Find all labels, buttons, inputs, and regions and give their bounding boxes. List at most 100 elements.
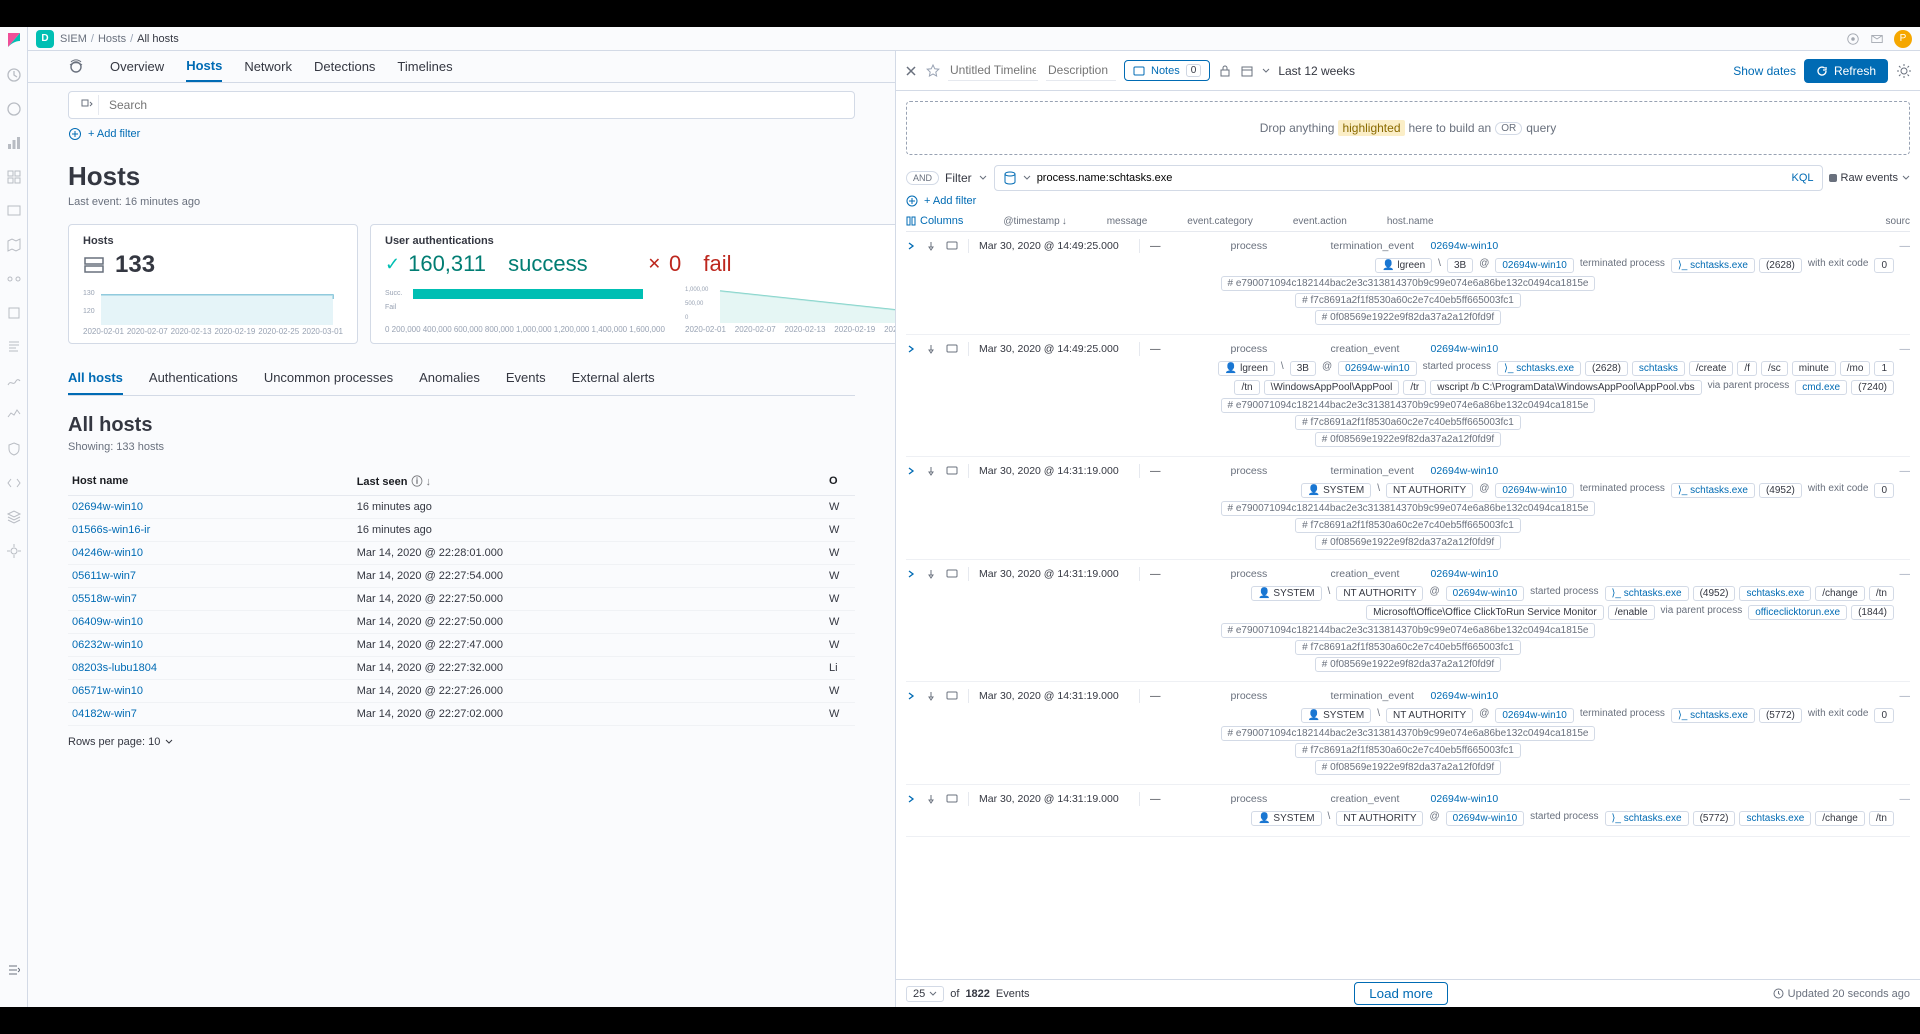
host-link[interactable]: 06571w-win10	[68, 680, 353, 703]
nav-maps-icon[interactable]	[6, 237, 22, 253]
nav-dev-icon[interactable]	[6, 475, 22, 491]
timeline-desc-input[interactable]	[1046, 60, 1116, 81]
breadcrumb-hosts[interactable]: Hosts	[98, 33, 126, 45]
expand-icon[interactable]	[906, 794, 916, 804]
event-pill[interactable]: ⟩_ schtasks.exe	[1605, 586, 1689, 601]
show-dates-link[interactable]: Show dates	[1733, 64, 1796, 78]
event-pill[interactable]: NT AUTHORITY	[1386, 708, 1473, 723]
event-pill[interactable]: 👤 SYSTEM	[1251, 811, 1321, 826]
expand-icon[interactable]	[906, 466, 916, 476]
event-host[interactable]: 02694w-win10	[1431, 240, 1521, 252]
hash-pill[interactable]: # e790071094c182144bac2e3c313814370b9c99…	[1221, 623, 1596, 638]
col-message[interactable]: message	[1107, 216, 1148, 227]
breadcrumb-siem[interactable]: SIEM	[60, 33, 87, 45]
hash-pill[interactable]: # 0f08569e1922e9f82da37a2a12f0fd9f	[1315, 760, 1501, 775]
event-pill[interactable]: 0	[1874, 708, 1894, 723]
host-link[interactable]: 05611w-win7	[68, 565, 353, 588]
pin-icon[interactable]	[926, 794, 936, 804]
subtab-all-hosts[interactable]: All hosts	[68, 362, 123, 395]
filter-label[interactable]: Filter	[945, 171, 972, 185]
expand-icon[interactable]	[906, 691, 916, 701]
event-pill[interactable]: ⟩_ schtasks.exe	[1671, 483, 1755, 498]
hash-pill[interactable]: # e790071094c182144bac2e3c313814370b9c99…	[1221, 501, 1596, 516]
nav-logs-icon[interactable]	[6, 339, 22, 355]
raw-events-toggle[interactable]: Raw events	[1829, 172, 1910, 184]
table-row[interactable]: 04246w-win10Mar 14, 2020 @ 22:28:01.000W	[68, 542, 855, 565]
host-link[interactable]: 04246w-win10	[68, 542, 353, 565]
col-hostname[interactable]: host.name	[1387, 216, 1434, 227]
event-host[interactable]: 02694w-win10	[1431, 568, 1521, 580]
event-pill[interactable]: 0	[1874, 258, 1894, 273]
col-timestamp[interactable]: @timestamp ↓	[1003, 216, 1066, 227]
event-pill[interactable]: Microsoft\Office\Office ClickToRun Servi…	[1366, 605, 1604, 620]
newsfeed-icon[interactable]	[1846, 32, 1860, 46]
note-icon[interactable]	[946, 240, 958, 252]
hash-pill[interactable]: # 0f08569e1922e9f82da37a2a12f0fd9f	[1315, 535, 1501, 550]
event-pill[interactable]: 👤 SYSTEM	[1301, 483, 1371, 498]
pin-icon[interactable]	[926, 691, 936, 701]
event-pill[interactable]: schtasks	[1632, 361, 1685, 376]
col-action[interactable]: event.action	[1293, 216, 1347, 227]
col-category[interactable]: event.category	[1187, 216, 1253, 227]
hash-pill[interactable]: # e790071094c182144bac2e3c313814370b9c99…	[1221, 276, 1596, 291]
table-row[interactable]: 06232w-win10Mar 14, 2020 @ 22:27:47.000W	[68, 634, 855, 657]
event-pill[interactable]: schtasks.exe	[1739, 586, 1811, 601]
event-pill[interactable]: 👤 lgreen	[1375, 258, 1432, 273]
event-pill[interactable]: \WindowsAppPool\AppPool	[1264, 380, 1400, 395]
filter-options-icon[interactable]	[68, 127, 82, 141]
host-link[interactable]: 06409w-win10	[68, 611, 353, 634]
hash-pill[interactable]: # f7c8691a2f1f8530a60c2e7c40eb5ff665003f…	[1295, 743, 1521, 758]
lock-icon[interactable]	[1218, 64, 1232, 78]
hash-pill[interactable]: # 0f08569e1922e9f82da37a2a12f0fd9f	[1315, 432, 1501, 447]
event-pill[interactable]: minute	[1792, 361, 1836, 376]
event-pill[interactable]: 02694w-win10	[1495, 258, 1574, 273]
event-pill[interactable]: wscript /b C:\ProgramData\WindowsAppPool…	[1430, 380, 1701, 395]
tab-network[interactable]: Network	[244, 52, 292, 81]
event-pill[interactable]: schtasks.exe	[1739, 811, 1811, 826]
nav-stack-icon[interactable]	[6, 509, 22, 525]
event-pill[interactable]: /enable	[1608, 605, 1655, 620]
nav-recent-icon[interactable]	[6, 67, 22, 83]
event-pill[interactable]: /tn	[1869, 586, 1894, 601]
nav-canvas-icon[interactable]	[6, 203, 22, 219]
search-options-icon[interactable]	[75, 95, 99, 115]
col-source[interactable]: sourc	[1886, 216, 1910, 227]
event-pill[interactable]: ⟩_ schtasks.exe	[1605, 811, 1689, 826]
gear-icon[interactable]	[1896, 63, 1912, 79]
table-row[interactable]: 04182w-win7Mar 14, 2020 @ 22:27:02.000W	[68, 703, 855, 726]
hash-pill[interactable]: # e790071094c182144bac2e3c313814370b9c99…	[1221, 398, 1596, 413]
index-pattern-icon[interactable]	[1003, 171, 1017, 185]
timeline-add-filter[interactable]: + Add filter	[924, 195, 976, 207]
space-selector[interactable]: D	[36, 30, 54, 48]
table-row[interactable]: 06409w-win10Mar 14, 2020 @ 22:27:50.000W	[68, 611, 855, 634]
nav-uptime-icon[interactable]	[6, 407, 22, 423]
search-input[interactable]	[105, 98, 848, 112]
event-pill[interactable]: /f	[1737, 361, 1757, 376]
pin-icon[interactable]	[926, 569, 936, 579]
nav-siem-icon[interactable]	[6, 441, 22, 457]
expand-icon[interactable]	[906, 241, 916, 251]
columns-button[interactable]: Columns	[906, 215, 963, 227]
table-row[interactable]: 02694w-win1016 minutes agoW	[68, 496, 855, 519]
event-pill[interactable]: (1844)	[1851, 605, 1894, 620]
nav-ml-icon[interactable]	[6, 271, 22, 287]
hash-pill[interactable]: # f7c8691a2f1f8530a60c2e7c40eb5ff665003f…	[1295, 640, 1521, 655]
hash-pill[interactable]: # f7c8691a2f1f8530a60c2e7c40eb5ff665003f…	[1295, 518, 1521, 533]
event-pill[interactable]: 👤 SYSTEM	[1251, 586, 1321, 601]
event-pill[interactable]: ⟩_ schtasks.exe	[1671, 258, 1755, 273]
filter-options-icon[interactable]	[906, 195, 918, 207]
page-size-selector[interactable]: 25	[906, 986, 944, 1002]
table-row[interactable]: 01566s-win16-ir16 minutes agoW	[68, 519, 855, 542]
pin-icon[interactable]	[926, 344, 936, 354]
host-link[interactable]: 04182w-win7	[68, 703, 353, 726]
user-avatar[interactable]: P	[1894, 30, 1912, 48]
event-pill[interactable]: /tn	[1869, 811, 1894, 826]
subtab-anomalies[interactable]: Anomalies	[419, 362, 480, 395]
date-range-text[interactable]: Last 12 weeks	[1278, 64, 1355, 78]
hash-pill[interactable]: # 0f08569e1922e9f82da37a2a12f0fd9f	[1315, 310, 1501, 325]
note-icon[interactable]	[946, 690, 958, 702]
kql-toggle[interactable]: KQL	[1792, 172, 1814, 184]
event-pill[interactable]: 1	[1874, 361, 1894, 376]
event-pill[interactable]: (2628)	[1759, 258, 1802, 273]
event-pill[interactable]: (4952)	[1759, 483, 1802, 498]
